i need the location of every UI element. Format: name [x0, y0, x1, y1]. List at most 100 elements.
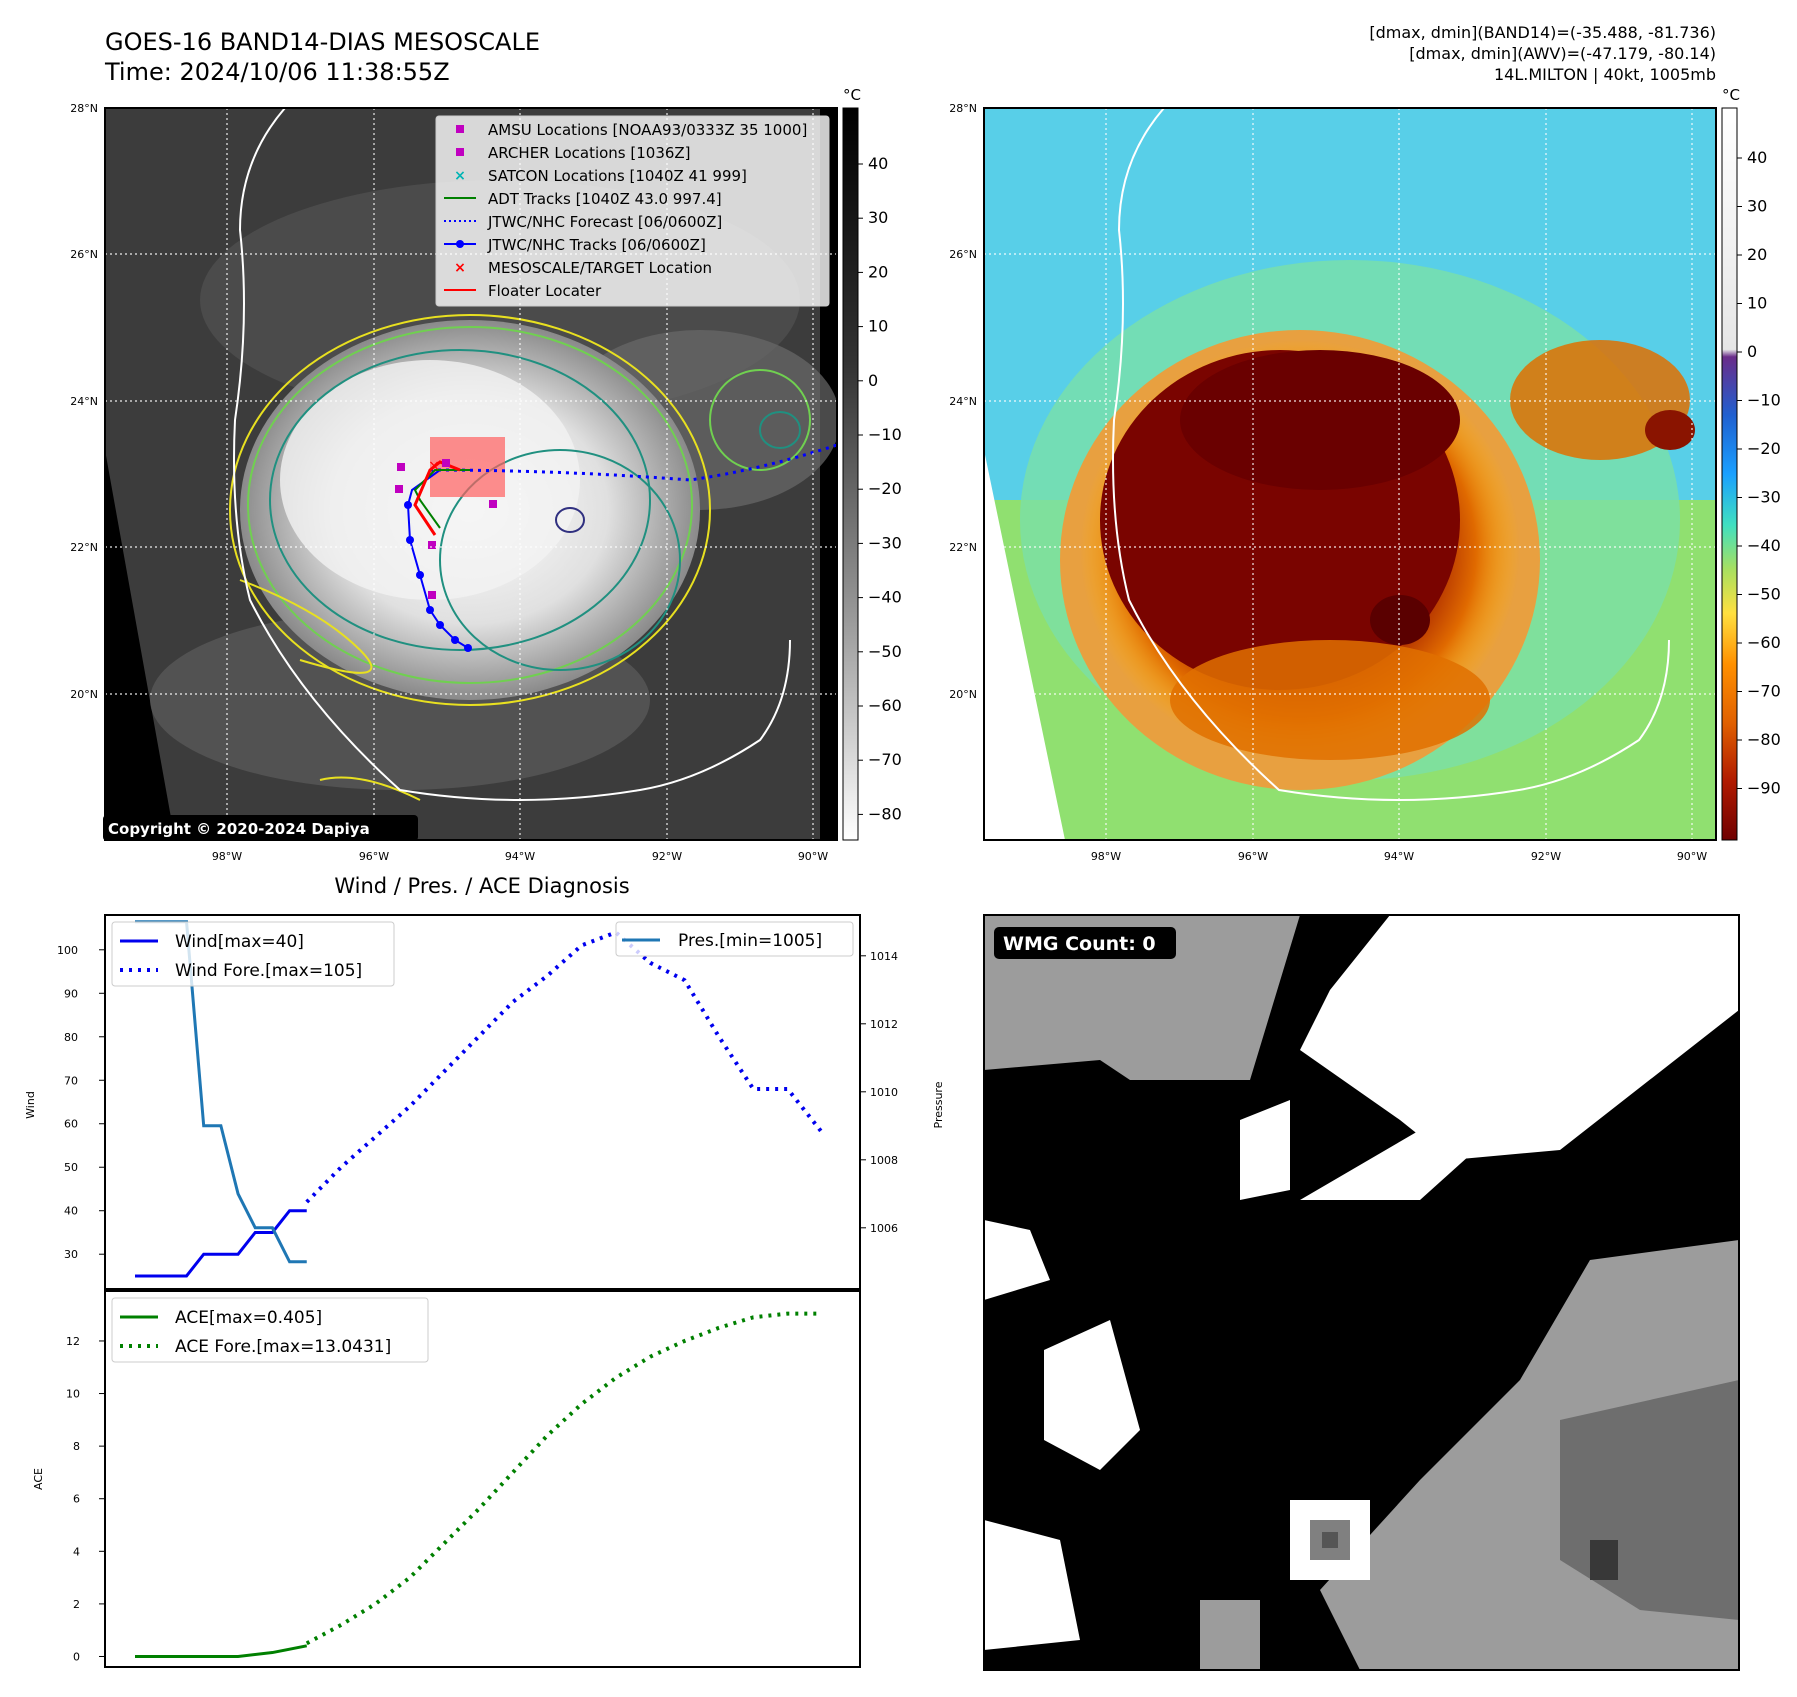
- legend-wind-forecast: Wind Fore.[max=105]: [175, 961, 362, 981]
- ir-colorbar-tick-label: 20: [868, 262, 888, 281]
- awv-colorbar-tick-label: 10: [1747, 294, 1767, 313]
- svg-text:×: ×: [454, 168, 466, 184]
- awv-colorbar-tick-label: −30: [1747, 488, 1781, 507]
- pressure-tick-label: 1008: [870, 1154, 898, 1167]
- ace-tick-label: 10: [66, 1388, 80, 1401]
- wind-forecast-series-line: [305, 930, 824, 1204]
- awv-colorbar-tick-label: −40: [1747, 536, 1781, 555]
- ir-colorbar-tick-label: 10: [868, 317, 888, 336]
- info-line1: [dmax, dmin](BAND14)=(-35.488, -81.736): [1369, 23, 1716, 42]
- figure-title-line1: GOES-16 BAND14-DIAS MESOSCALE: [105, 28, 540, 56]
- awv-colorbar-tick-label: 0: [1747, 342, 1757, 361]
- awv-lat-label: 20°N: [949, 688, 977, 701]
- map-lat-label: 22°N: [70, 541, 98, 554]
- ir-colorbar-tick-label: 0: [868, 371, 878, 390]
- pressure-legend: Pres.[min=1005]: [615, 921, 854, 957]
- awv-colorbar: °C 40 30 20 10 0 −10 −20 −30 −40 −50 −60 −70 −80 −90: [1721, 86, 1781, 841]
- legend-satcon: SATCON Locations [1040Z 41 999]: [488, 167, 747, 185]
- awv-map-panel: 28°N 26°N 24°N 22°N 20°N 98°W 96°W 94°W …: [949, 86, 1781, 863]
- svg-text:×: ×: [454, 260, 466, 276]
- awv-colorbar-tick-label: −60: [1747, 633, 1781, 652]
- wind-legend: Wind[max=40] Wind Fore.[max=105]: [111, 921, 395, 987]
- wind-pressure-chart: Wind / Pres. / ACE Diagnosis Wind Pressu…: [24, 874, 945, 1290]
- ace-tick-label: 4: [73, 1545, 80, 1558]
- awv-colorbar-tick-label: −70: [1747, 682, 1781, 701]
- map-lon-label: 92°W: [652, 850, 682, 863]
- wind-tick-label: 70: [64, 1074, 78, 1087]
- legend-ace: ACE[max=0.405]: [175, 1308, 322, 1328]
- ace-axis-label: ACE: [32, 1468, 45, 1490]
- info-line2: [dmax, dmin](AWV)=(-47.179, -80.14): [1409, 44, 1716, 63]
- awv-lon-label: 94°W: [1384, 850, 1414, 863]
- legend-track: JTWC/NHC Tracks [06/0600Z]: [487, 236, 706, 254]
- wind-tick-label: 100: [57, 944, 78, 957]
- map-lon-label: 90°W: [798, 850, 828, 863]
- awv-lat-label: 22°N: [949, 541, 977, 554]
- awv-lat-label: 26°N: [949, 248, 977, 261]
- awv-colorbar-tick-label: −10: [1747, 391, 1781, 410]
- ir-colorbar-tick-label: −50: [868, 642, 902, 661]
- ace-tick-label: 12: [66, 1335, 80, 1348]
- awv-colorbar-tick-label: −90: [1747, 779, 1781, 798]
- wind-tick-label: 60: [64, 1118, 78, 1131]
- map-legend: AMSU Locations [NOAA93/0333Z 35 1000] AR…: [435, 115, 830, 307]
- pressure-tick-label: 1012: [870, 1018, 898, 1031]
- awv-colorbar-tick-label: −20: [1747, 439, 1781, 458]
- copyright-label: Copyright © 2020-2024 Dapiya: [108, 820, 370, 838]
- wind-tick-label: 50: [64, 1161, 78, 1174]
- ace-tick-label: 0: [73, 1650, 80, 1663]
- ace-series-line: [135, 1644, 308, 1658]
- awv-colorbar-tick-label: −80: [1747, 730, 1781, 749]
- ace-legend: ACE[max=0.405] ACE Fore.[max=13.0431]: [111, 1297, 429, 1363]
- ace-tick-label: 6: [73, 1493, 80, 1506]
- svg-text:×: ×: [428, 458, 440, 474]
- wind-tick-label: 40: [64, 1205, 78, 1218]
- map-lat-label: 28°N: [70, 102, 98, 115]
- ir-colorbar: °C 40 30 20 10 0 −10 −20 −30 −40 −50 −60 −70 −80: [842, 86, 902, 841]
- wind-tick-label: 30: [64, 1248, 78, 1261]
- legend-forecast: JTWC/NHC Forecast [06/0600Z]: [487, 213, 722, 231]
- awv-lon-label: 92°W: [1531, 850, 1561, 863]
- map-lat-label: 20°N: [70, 688, 98, 701]
- info-line3: 14L.MILTON | 40kt, 1005mb: [1494, 65, 1716, 84]
- map-lon-label: 96°W: [359, 850, 389, 863]
- awv-colorbar-tick-label: −50: [1747, 585, 1781, 604]
- pressure-tick-label: 1010: [870, 1086, 898, 1099]
- ace-tick-label: 8: [73, 1440, 80, 1453]
- awv-colorbar-unit: °C: [1722, 86, 1740, 104]
- figure-title-line2: Time: 2024/10/06 11:38:55Z: [104, 58, 450, 86]
- map-lon-label: 98°W: [212, 850, 242, 863]
- wind-tick-label: 80: [64, 1031, 78, 1044]
- map-lon-label: 94°W: [505, 850, 535, 863]
- ir-colorbar-tick-label: −80: [868, 804, 902, 823]
- awv-colorbar-tick-label: 40: [1747, 148, 1767, 167]
- ir-map-panel: × AMSU Locations [NOAA93/0333Z 35 1000] …: [70, 86, 902, 863]
- diagnosis-title: Wind / Pres. / ACE Diagnosis: [334, 874, 629, 898]
- awv-lat-label: 24°N: [949, 395, 977, 408]
- ir-colorbar-tick-label: −20: [868, 479, 902, 498]
- wind-series-line: [135, 1209, 307, 1278]
- awv-lat-label: 28°N: [949, 102, 977, 115]
- awv-lon-label: 98°W: [1091, 850, 1121, 863]
- awv-colorbar-tick-label: 20: [1747, 245, 1767, 264]
- wmg-count-label: WMG Count: 0: [1003, 933, 1156, 955]
- wind-axis-label: Wind: [24, 1091, 37, 1119]
- legend-target: MESOSCALE/TARGET Location: [488, 259, 712, 277]
- ace-chart: ACE 0 2 4 6 8 10 12 ACE[max=0.405] ACE Fore.[m…: [32, 1290, 861, 1668]
- legend-adt: ADT Tracks [1040Z 43.0 997.4]: [488, 190, 722, 208]
- legend-floater: Floater Locater: [488, 282, 602, 300]
- awv-lon-label: 96°W: [1238, 850, 1268, 863]
- legend-pressure: Pres.[min=1005]: [678, 931, 822, 951]
- pressure-tick-label: 1014: [870, 950, 898, 963]
- pressure-tick-label: 1006: [870, 1222, 898, 1235]
- wind-tick-label: 90: [64, 987, 78, 1000]
- ir-colorbar-tick-label: −30: [868, 533, 902, 552]
- ace-tick-label: 2: [73, 1598, 80, 1611]
- pressure-axis-label: Pressure: [932, 1081, 945, 1128]
- ir-colorbar-tick-label: 40: [868, 154, 888, 173]
- ir-colorbar-tick-label: −70: [868, 750, 902, 769]
- ir-colorbar-tick-label: 30: [868, 208, 888, 227]
- wmg-panel: WMG Count: 0: [983, 914, 1740, 1671]
- legend-wind: Wind[max=40]: [175, 932, 304, 952]
